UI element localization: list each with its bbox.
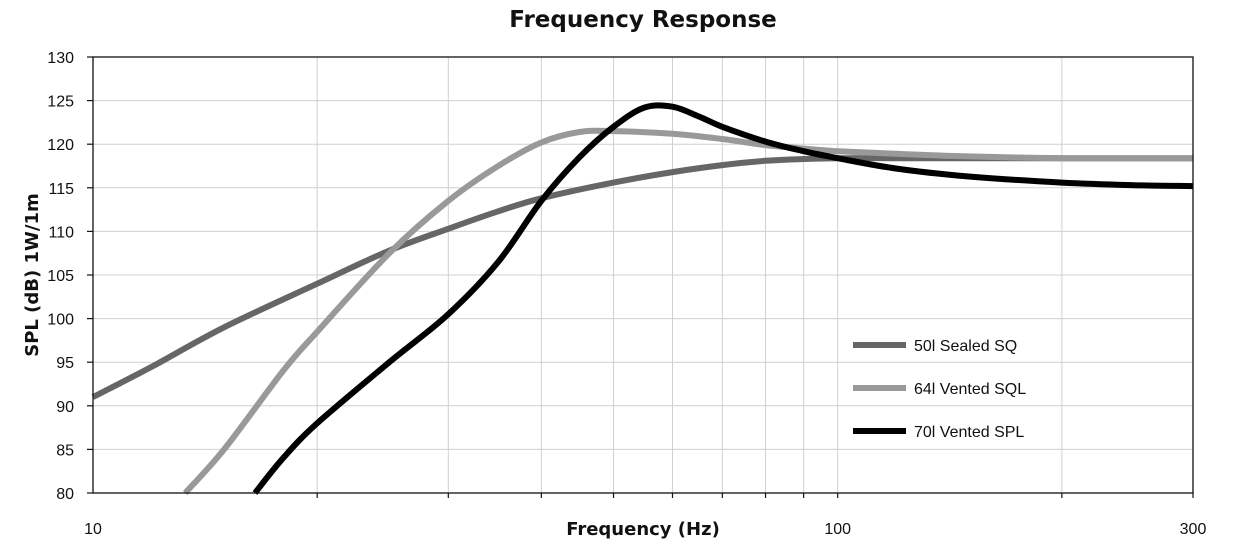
series-line-3	[252, 102, 1194, 495]
legend-label: 50l Sealed SQ	[914, 338, 1017, 355]
x-tick-label: 300	[1180, 521, 1207, 538]
legend-label: 64l Vented SQL	[914, 381, 1026, 398]
y-axis-ticks: 80 85 90 95 100 105 110 115 120 125 130	[47, 50, 93, 503]
y-tick-label: 110	[48, 224, 74, 241]
y-tick-label: 120	[47, 137, 74, 154]
y-tick-label: 95	[56, 355, 74, 372]
x-axis-ticks: 10 100 300	[84, 493, 1206, 538]
y-tick-label: 130	[47, 50, 74, 67]
y-tick-label: 80	[56, 486, 74, 503]
series-line-2	[182, 127, 1193, 496]
y-axis-title: SPL (dB) 1W/1m	[22, 193, 43, 356]
legend-label: 70l Vented SPL	[914, 424, 1024, 441]
gridlines	[93, 56, 1194, 494]
y-tick-label: 90	[56, 399, 74, 416]
chart-title: Frequency Response	[509, 7, 777, 33]
series-line-1	[91, 155, 1193, 400]
y-tick-label: 85	[56, 442, 74, 459]
data-series	[91, 102, 1194, 496]
x-tick-label: 100	[824, 521, 851, 538]
y-tick-label: 125	[47, 94, 74, 111]
y-tick-label: 115	[48, 181, 74, 198]
y-tick-label: 100	[47, 312, 74, 329]
legend: 50l Sealed SQ 64l Vented SQL 70l Vented SP…	[853, 338, 1026, 441]
x-axis-title: Frequency (Hz)	[566, 519, 720, 540]
y-tick-label: 105	[47, 268, 74, 285]
x-tick-label: 10	[84, 521, 102, 538]
